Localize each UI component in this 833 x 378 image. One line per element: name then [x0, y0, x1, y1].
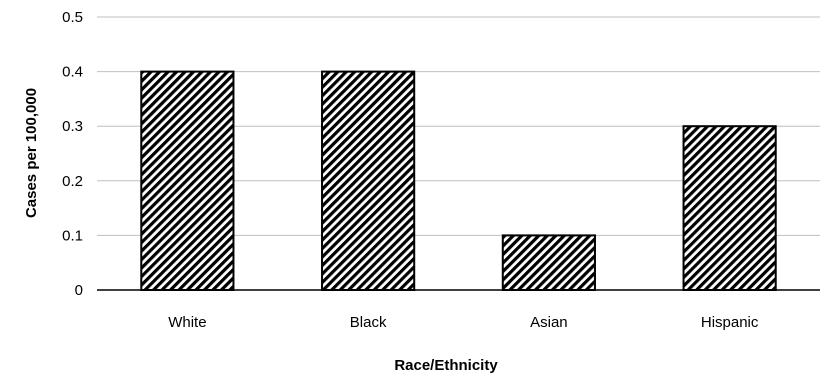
x-tick-label-white: White: [168, 314, 206, 331]
y-axis-title: Cases per 100,000: [23, 88, 40, 218]
x-tick-labels: White Black Asian Hispanic: [168, 314, 759, 331]
x-tick-label-hispanic: Hispanic: [701, 314, 759, 331]
x-axis-title: Race/Ethnicity: [394, 357, 498, 374]
y-tick-label: 0.1: [62, 227, 83, 244]
bar-white: [140, 70, 235, 291]
y-tick-label: 0.4: [62, 64, 83, 81]
y-tick-label: 0.5: [62, 9, 83, 26]
bar-black: [321, 70, 416, 291]
y-tick-label: 0.2: [62, 173, 83, 190]
bar-asian: [501, 234, 596, 291]
bar-hispanic: [682, 125, 777, 291]
y-tick-labels: 0 0.1 0.2 0.3 0.4 0.5: [62, 9, 83, 299]
x-tick-label-asian: Asian: [530, 314, 568, 331]
y-tick-label: 0: [75, 282, 83, 299]
y-tick-label: 0.3: [62, 118, 83, 135]
x-tick-label-black: Black: [350, 314, 387, 331]
bars: [140, 70, 777, 291]
